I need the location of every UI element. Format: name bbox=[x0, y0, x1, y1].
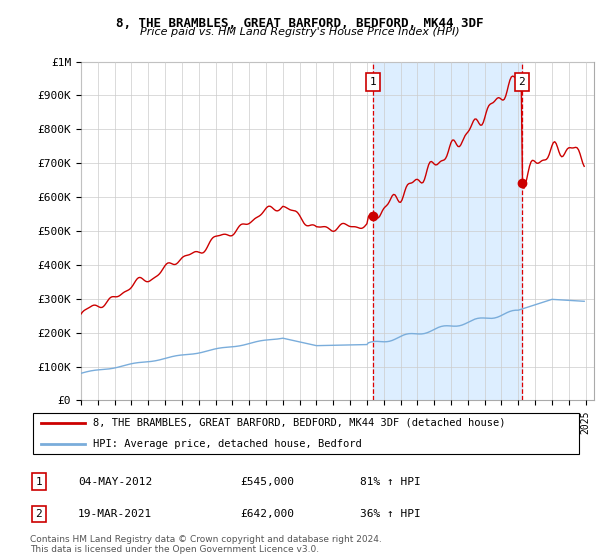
Text: £545,000: £545,000 bbox=[240, 477, 294, 487]
Text: 2: 2 bbox=[518, 77, 525, 87]
FancyBboxPatch shape bbox=[33, 413, 579, 454]
Text: 36% ↑ HPI: 36% ↑ HPI bbox=[360, 509, 421, 519]
Text: 8, THE BRAMBLES, GREAT BARFORD, BEDFORD, MK44 3DF (detached house): 8, THE BRAMBLES, GREAT BARFORD, BEDFORD,… bbox=[94, 418, 506, 428]
Text: 2: 2 bbox=[35, 509, 43, 519]
Text: 1: 1 bbox=[370, 77, 377, 87]
Text: Contains HM Land Registry data © Crown copyright and database right 2024.
This d: Contains HM Land Registry data © Crown c… bbox=[30, 535, 382, 554]
Text: HPI: Average price, detached house, Bedford: HPI: Average price, detached house, Bedf… bbox=[94, 439, 362, 449]
Text: 19-MAR-2021: 19-MAR-2021 bbox=[78, 509, 152, 519]
Text: Price paid vs. HM Land Registry's House Price Index (HPI): Price paid vs. HM Land Registry's House … bbox=[140, 27, 460, 37]
Text: 81% ↑ HPI: 81% ↑ HPI bbox=[360, 477, 421, 487]
Text: 1: 1 bbox=[35, 477, 43, 487]
Text: 8, THE BRAMBLES, GREAT BARFORD, BEDFORD, MK44 3DF: 8, THE BRAMBLES, GREAT BARFORD, BEDFORD,… bbox=[116, 17, 484, 30]
Text: 04-MAY-2012: 04-MAY-2012 bbox=[78, 477, 152, 487]
Text: £642,000: £642,000 bbox=[240, 509, 294, 519]
Bar bbox=[373, 62, 522, 400]
